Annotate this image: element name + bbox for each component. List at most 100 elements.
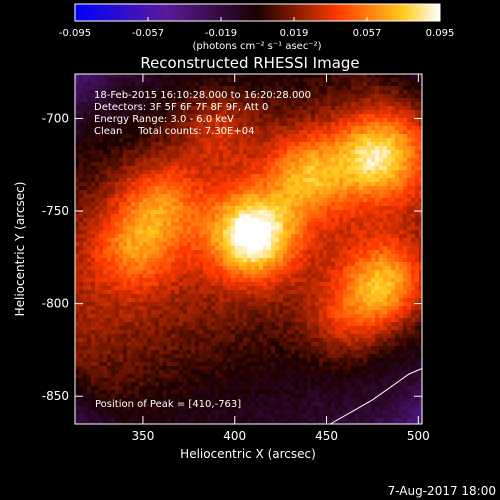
heatmap-cell: [355, 218, 360, 223]
heatmap-cell: [215, 182, 220, 187]
heatmap-cell: [287, 82, 292, 87]
heatmap-cell: [119, 138, 124, 143]
heatmap-cell: [207, 170, 212, 175]
heatmap-cell: [391, 210, 396, 215]
heatmap-cell: [371, 270, 376, 275]
heatmap-cell: [131, 214, 136, 219]
heatmap-cell: [295, 214, 300, 219]
heatmap-cell: [259, 186, 264, 191]
heatmap-cell: [139, 254, 144, 259]
heatmap-cell: [199, 118, 204, 123]
heatmap-cell: [275, 166, 280, 171]
heatmap-cell: [339, 202, 344, 207]
heatmap-cell: [111, 226, 116, 231]
heatmap-cell: [371, 298, 376, 303]
heatmap-cell: [263, 290, 268, 295]
heatmap-cell: [307, 250, 312, 255]
heatmap-cell: [251, 190, 256, 195]
heatmap-cell: [155, 226, 160, 231]
heatmap-cell: [263, 262, 268, 267]
heatmap-cell: [135, 106, 140, 111]
heatmap-cell: [207, 138, 212, 143]
heatmap-cell: [299, 122, 304, 127]
heatmap-cell: [115, 210, 120, 215]
heatmap-cell: [347, 258, 352, 263]
heatmap-cell: [419, 74, 422, 79]
heatmap-cell: [207, 82, 212, 87]
heatmap-cell: [375, 286, 380, 291]
heatmap-cell: [259, 226, 264, 231]
heatmap-cell: [383, 210, 388, 215]
colorbar-tick-label: 0.057: [353, 28, 382, 39]
heatmap-cell: [131, 114, 136, 119]
heatmap-cell: [339, 78, 344, 83]
heatmap-cell: [95, 134, 100, 139]
heatmap-cell: [83, 226, 88, 231]
heatmap-cell: [103, 286, 108, 291]
heatmap-cell: [135, 274, 140, 279]
heatmap-cell: [307, 274, 312, 279]
heatmap-cell: [287, 282, 292, 287]
heatmap-cell: [83, 210, 88, 215]
heatmap-cell: [375, 258, 380, 263]
heatmap-cell: [263, 210, 268, 215]
heatmap-cell: [347, 126, 352, 131]
heatmap-cell: [167, 194, 172, 199]
heatmap-cell: [183, 238, 188, 243]
heatmap-cell: [123, 154, 128, 159]
heatmap-cell: [275, 170, 280, 175]
heatmap-cell: [363, 122, 368, 127]
heatmap-cell: [119, 242, 124, 247]
heatmap-cell: [115, 94, 120, 99]
heatmap-cell: [151, 234, 156, 239]
heatmap-cell: [335, 262, 340, 267]
heatmap-cell: [235, 158, 240, 163]
heatmap-cell: [159, 126, 164, 131]
heatmap-cell: [303, 182, 308, 187]
heatmap-cell: [255, 222, 260, 227]
heatmap-cell: [195, 282, 200, 287]
heatmap-cell: [155, 102, 160, 107]
heatmap-cell: [315, 258, 320, 263]
heatmap-cell: [387, 218, 392, 223]
heatmap-cell: [295, 190, 300, 195]
heatmap-cell: [279, 210, 284, 215]
heatmap-cell: [419, 90, 422, 95]
heatmap-cell: [339, 98, 344, 103]
heatmap-cell: [395, 266, 400, 271]
heatmap-cell: [191, 78, 196, 83]
heatmap-cell: [75, 238, 80, 243]
heatmap-cell: [99, 182, 104, 187]
heatmap-cell: [195, 194, 200, 199]
heatmap-cell: [303, 142, 308, 147]
heatmap-cell: [355, 270, 360, 275]
heatmap-cell: [227, 126, 232, 131]
heatmap-cell: [159, 282, 164, 287]
heatmap-cell: [283, 102, 288, 107]
heatmap-cell: [303, 286, 308, 291]
heatmap-cell: [159, 198, 164, 203]
heatmap-cell: [167, 214, 172, 219]
heatmap-cell: [75, 294, 80, 299]
heatmap-cell: [251, 266, 256, 271]
heatmap-cell: [203, 130, 208, 135]
heatmap-cell: [391, 278, 396, 283]
heatmap-cell: [391, 90, 396, 95]
heatmap-cell: [203, 174, 208, 179]
heatmap-cell: [379, 174, 384, 179]
heatmap-cell: [319, 170, 324, 175]
heatmap-cell: [331, 214, 336, 219]
heatmap-cell: [167, 206, 172, 211]
heatmap-cell: [395, 282, 400, 287]
heatmap-cell: [187, 298, 192, 303]
heatmap-cell: [139, 282, 144, 287]
heatmap-cell: [279, 154, 284, 159]
heatmap-cell: [187, 250, 192, 255]
heatmap-cell: [199, 258, 204, 263]
heatmap-cell: [107, 74, 112, 79]
heatmap-cell: [251, 78, 256, 83]
heatmap-cell: [111, 94, 116, 99]
heatmap-cell: [83, 138, 88, 143]
heatmap-cell: [227, 222, 232, 227]
heatmap-cell: [391, 190, 396, 195]
